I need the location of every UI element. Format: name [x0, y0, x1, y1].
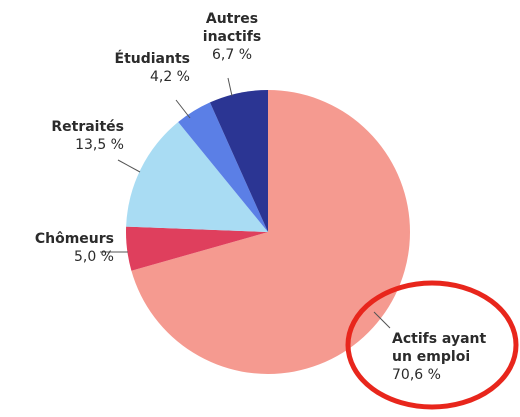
value-label: 13,5 % [75, 137, 124, 153]
pie-slice [178, 102, 268, 232]
pie-slice [126, 122, 268, 232]
slice-label: Retraités 13,5 % [20, 118, 124, 154]
leader-line [227, 77, 233, 97]
slice-label: Chômeurs 5,0 % [14, 230, 114, 266]
value-label: 70,6 % [392, 367, 441, 383]
slice-label: Actifs ayant un emploi 70,6 % [392, 330, 502, 384]
category-label: Autres inactifs [202, 11, 262, 45]
value-label: 5,0 % [73, 249, 114, 265]
category-label: Retraités [51, 119, 124, 135]
leader-lines [100, 77, 391, 329]
leader-line [175, 99, 191, 119]
value-label: 6,7 % [211, 47, 253, 63]
slice-label: Autres inactifs 6,7 % [194, 10, 270, 64]
pie-slice [209, 90, 268, 232]
pie-slice [126, 226, 268, 271]
leader-line [373, 311, 391, 329]
highlight-circle [345, 280, 519, 410]
slice-label: Étudiants 4,2 % [86, 50, 190, 86]
pie-slice [131, 90, 411, 374]
pie [126, 90, 411, 374]
category-label: Actifs ayant un emploi [392, 331, 487, 365]
value-label: 4,2 % [149, 69, 190, 85]
leader-line [117, 159, 141, 173]
category-label: Chômeurs [34, 231, 114, 247]
category-label: Étudiants [114, 51, 190, 67]
